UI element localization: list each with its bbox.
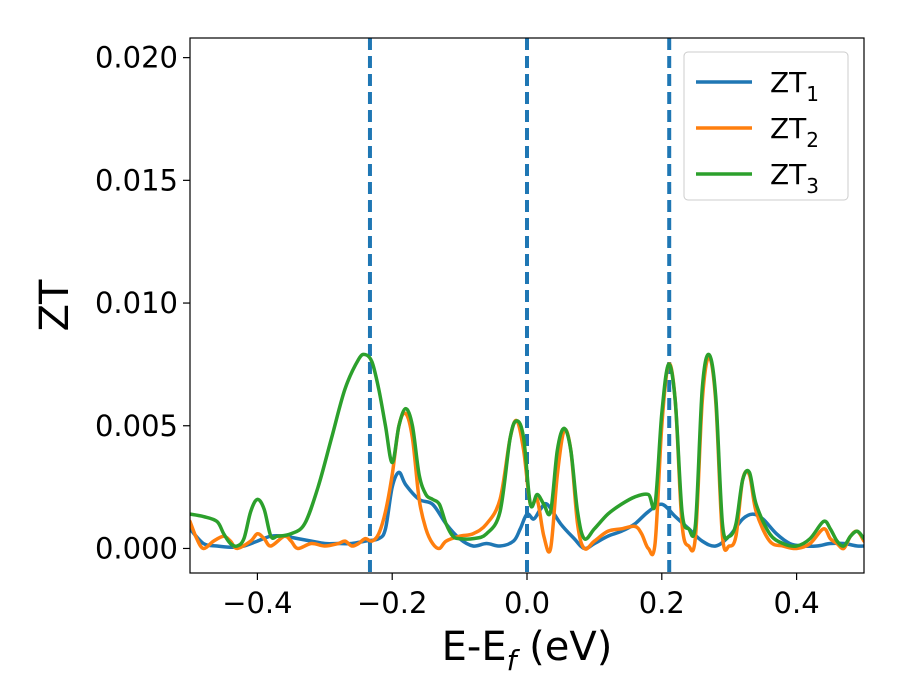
y-tick-label-2: 0.010	[95, 286, 178, 320]
series-line-3	[190, 352, 864, 549]
y-axis-label: ZT	[32, 279, 78, 331]
legend-label-2: ZT2	[770, 112, 819, 152]
x-axis-label-main: E-E	[442, 624, 507, 670]
x-axis-label: E-Ef (eV)	[442, 624, 613, 677]
legend-box	[683, 51, 849, 201]
y-tick-label-0: 0.000	[95, 531, 178, 565]
x-tick-label-2: 0.0	[504, 586, 550, 620]
series-lines	[190, 352, 864, 557]
x-tick-label-3: 0.2	[639, 586, 685, 620]
legend-label-3: ZT3	[770, 158, 819, 198]
x-tick-label-1: −0.2	[357, 586, 427, 620]
x-axis-ticks: −0.4 −0.2 0.0 0.2 0.4	[222, 573, 820, 620]
y-tick-label-1: 0.005	[95, 409, 178, 443]
vertical-reference-lines	[367, 38, 672, 573]
x-tick-label-0: −0.4	[222, 586, 292, 620]
y-tick-label-4: 0.020	[95, 41, 178, 75]
y-axis-ticks: 0.000 0.005 0.010 0.015 0.020	[95, 41, 190, 565]
series-line-1	[190, 470, 864, 551]
x-axis-label-unit: (eV)	[516, 624, 612, 670]
legend-label-1: ZT1	[770, 66, 819, 106]
legend: ZT1 ZT2 ZT3	[683, 51, 849, 201]
x-tick-label-4: 0.4	[774, 586, 820, 620]
y-tick-label-3: 0.015	[95, 163, 178, 197]
series-line-2	[190, 355, 864, 557]
